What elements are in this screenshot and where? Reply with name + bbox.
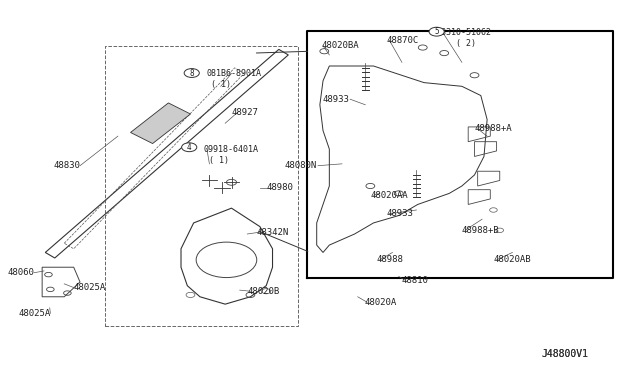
Text: 08310-51062: 08310-51062: [436, 28, 492, 37]
Text: 48988+B: 48988+B: [462, 226, 499, 235]
Text: 4: 4: [187, 143, 191, 152]
Polygon shape: [131, 103, 191, 144]
Circle shape: [184, 68, 199, 77]
Text: 48020A: 48020A: [364, 298, 396, 307]
Text: 48020BA: 48020BA: [322, 41, 360, 50]
Text: 48870C: 48870C: [386, 36, 419, 45]
Text: 48060: 48060: [7, 268, 34, 277]
Text: ( 1): ( 1): [211, 80, 230, 89]
Text: 48020AB: 48020AB: [493, 255, 531, 264]
Text: 09918-6401A: 09918-6401A: [203, 145, 258, 154]
Text: ( 2): ( 2): [456, 39, 476, 48]
Text: 5: 5: [435, 27, 439, 36]
Text: 48933: 48933: [323, 95, 349, 104]
Text: 081B6-8901A: 081B6-8901A: [206, 69, 261, 78]
Text: 48810: 48810: [402, 276, 429, 285]
Text: J48800V1: J48800V1: [541, 349, 588, 359]
Text: 48988: 48988: [377, 255, 404, 264]
Text: 48933: 48933: [386, 209, 413, 218]
Text: 48342N: 48342N: [257, 228, 289, 237]
Text: 48020AA: 48020AA: [371, 191, 408, 200]
Text: 48025A: 48025A: [74, 283, 106, 292]
Circle shape: [429, 27, 444, 36]
Text: J48800V1: J48800V1: [541, 349, 588, 359]
Text: 48025A: 48025A: [18, 309, 51, 318]
Text: ( 1): ( 1): [209, 155, 229, 165]
Text: 48927: 48927: [232, 108, 259, 117]
Text: 8: 8: [189, 68, 194, 77]
Text: 48080N: 48080N: [284, 161, 317, 170]
Text: 48020B: 48020B: [247, 287, 280, 296]
Text: 48980: 48980: [266, 183, 293, 192]
Text: 48988+A: 48988+A: [474, 124, 512, 133]
Text: 48830: 48830: [53, 161, 80, 170]
Circle shape: [182, 143, 196, 152]
